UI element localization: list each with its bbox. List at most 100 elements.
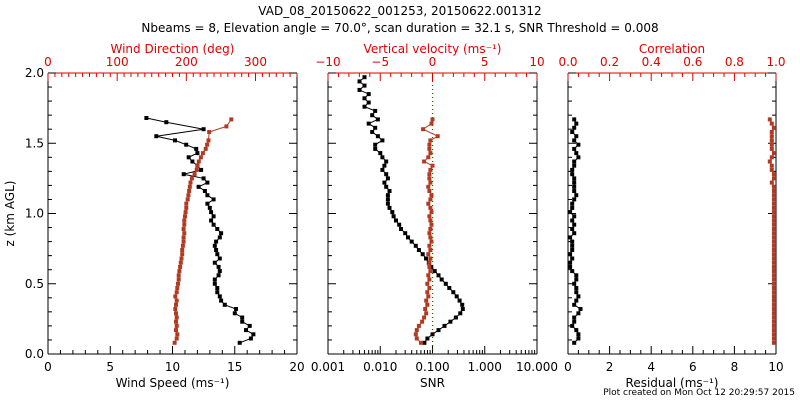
data-point (574, 298, 579, 303)
data-point (217, 269, 222, 274)
data-point (422, 340, 427, 345)
data-point (206, 138, 211, 143)
data-point (428, 218, 433, 223)
data-point (391, 214, 396, 219)
data-point (771, 319, 776, 324)
data-point (200, 151, 205, 156)
data-point (435, 134, 440, 139)
data-point (215, 252, 220, 257)
data-point (425, 290, 430, 295)
data-point (216, 273, 221, 278)
data-point (428, 227, 433, 231)
data-point (211, 214, 216, 219)
data-point (771, 290, 776, 295)
data-point (222, 302, 227, 307)
data-point (205, 180, 210, 185)
data-point (771, 222, 776, 227)
y-tick-label: 2.0 (25, 66, 44, 80)
data-point (212, 243, 217, 248)
data-point (423, 307, 428, 311)
data-point (572, 180, 577, 185)
data-point (767, 117, 772, 122)
data-point (181, 235, 186, 240)
data-point (570, 130, 575, 134)
data-point (181, 172, 186, 177)
data-point (207, 205, 212, 210)
data-point (570, 218, 575, 223)
data-point (362, 104, 367, 109)
data-point (362, 83, 367, 88)
data-point (430, 332, 435, 337)
data-point (771, 248, 776, 252)
data-point (394, 218, 398, 223)
data-point (576, 332, 581, 337)
data-point (436, 328, 441, 333)
x-tick-label-bottom: 0 (44, 360, 52, 374)
data-point (769, 155, 774, 160)
data-point (422, 159, 427, 164)
data-point (426, 184, 431, 189)
data-point (399, 227, 403, 231)
data-point (572, 125, 577, 130)
data-point (373, 125, 378, 130)
data-point (568, 235, 573, 240)
data-point (422, 315, 427, 320)
data-point (570, 227, 575, 231)
data-point (413, 243, 418, 248)
data-point (373, 142, 378, 147)
data-point (195, 163, 200, 168)
data-point (406, 235, 410, 240)
data-point (427, 176, 432, 181)
data-point (215, 286, 220, 290)
data-point (217, 235, 222, 240)
data-point (357, 87, 362, 92)
data-point (174, 336, 179, 341)
data-point (771, 302, 776, 307)
data-point (576, 142, 581, 147)
x-tick-label-top: −5 (371, 55, 389, 69)
data-point (570, 172, 575, 177)
data-point (576, 294, 581, 299)
data-point (771, 260, 776, 265)
x-axis-label-bottom: Residual (ms⁻¹) (626, 376, 719, 390)
data-point (427, 264, 432, 269)
data-point (176, 277, 181, 282)
data-point (184, 201, 189, 206)
data-point (574, 273, 579, 278)
data-point (184, 142, 189, 147)
x-tick-label-bottom: 0.001 (311, 360, 345, 374)
data-point (186, 193, 191, 198)
x-tick-label-bottom: 1.000 (468, 360, 502, 374)
data-point (771, 231, 776, 236)
data-point (428, 235, 433, 240)
x-tick-label-bottom: 5 (106, 360, 114, 374)
data-point (427, 172, 432, 177)
data-point (427, 146, 432, 151)
data-point (375, 134, 380, 139)
data-point (384, 184, 389, 189)
series-line-snr (358, 76, 464, 344)
data-point (184, 205, 189, 210)
x-tick-label-bottom: 10.000 (516, 360, 558, 374)
x-tick-label-top: 100 (106, 55, 129, 69)
data-point (232, 311, 237, 316)
data-point (769, 121, 774, 126)
x-tick-label-top: 200 (175, 55, 198, 69)
data-point (771, 197, 776, 202)
data-point (174, 290, 179, 295)
data-point (769, 163, 774, 168)
data-point (443, 281, 448, 286)
x-axis-label-top: Wind Direction (deg) (111, 42, 235, 56)
data-point (414, 328, 419, 333)
data-point (189, 176, 194, 181)
y-axis-label: z (km AGL) (3, 181, 17, 247)
data-point (215, 227, 220, 231)
data-point (572, 176, 577, 181)
data-point (771, 239, 776, 244)
data-point (769, 142, 774, 147)
y-tick-label: 1.5 (25, 136, 44, 150)
data-point (384, 159, 389, 164)
data-point (429, 193, 434, 198)
data-point (178, 264, 183, 269)
data-point (771, 286, 776, 290)
